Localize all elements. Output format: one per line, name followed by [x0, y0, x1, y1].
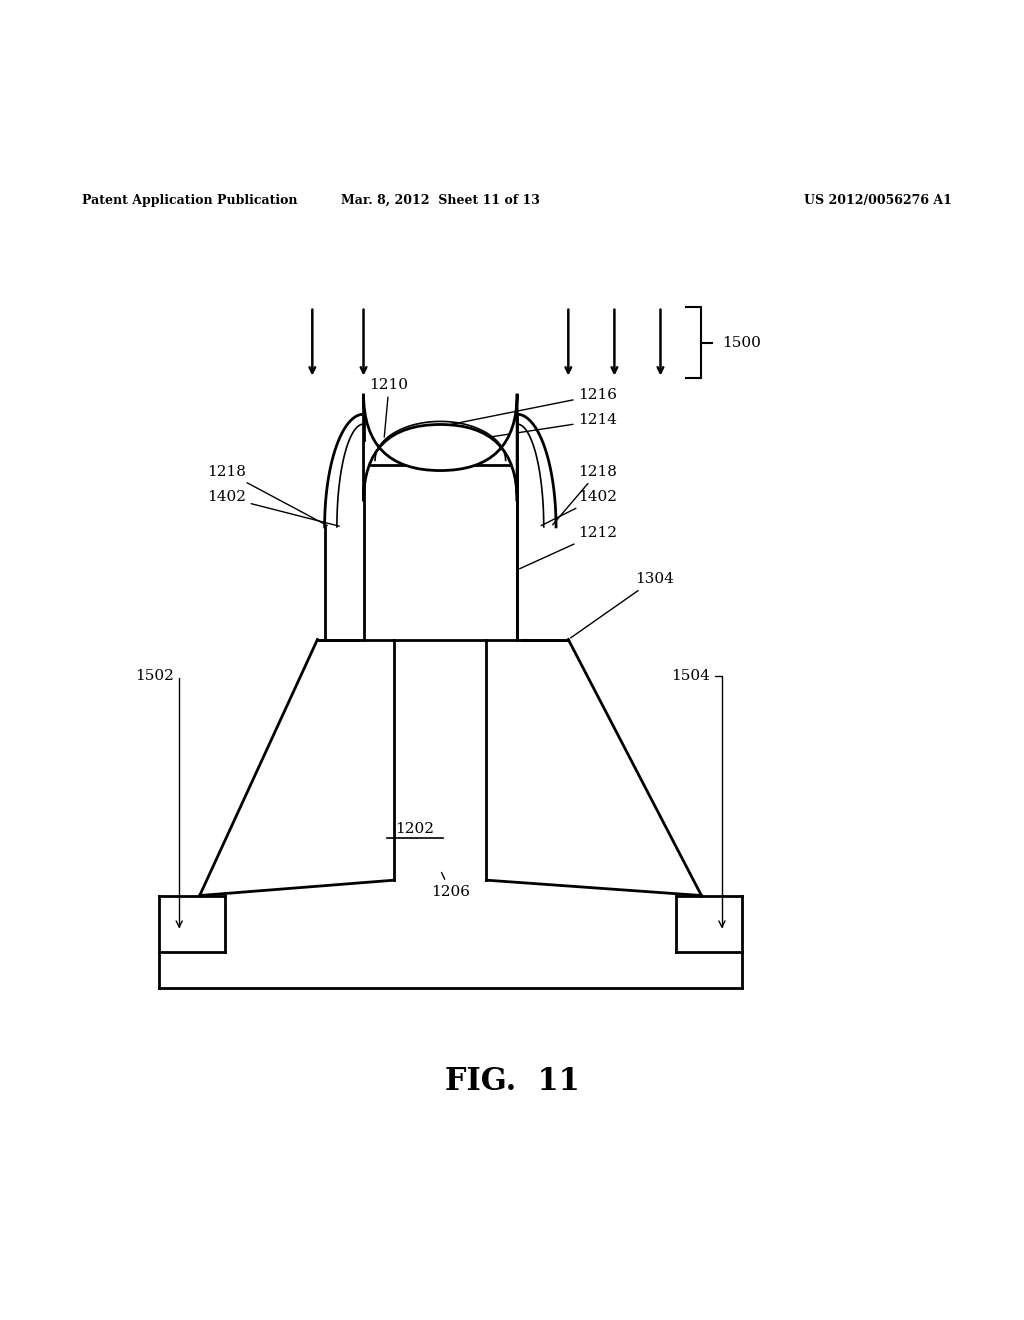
Text: 1202: 1202 [395, 822, 434, 836]
Text: 1216: 1216 [428, 388, 617, 429]
Text: US 2012/0056276 A1: US 2012/0056276 A1 [805, 194, 952, 207]
Text: 1214: 1214 [428, 413, 617, 446]
Text: 1502: 1502 [135, 669, 182, 927]
Text: 1304: 1304 [570, 572, 674, 638]
Text: 1210: 1210 [370, 378, 409, 437]
Bar [364, 466, 517, 639]
Text: 1218: 1218 [207, 465, 328, 525]
Text: Patent Application Publication: Patent Application Publication [82, 194, 297, 207]
Text: 1206: 1206 [431, 873, 470, 899]
Text: 1212: 1212 [519, 527, 617, 569]
FancyBboxPatch shape [364, 393, 517, 502]
Text: 1402: 1402 [207, 490, 339, 527]
Text: 1402: 1402 [541, 490, 617, 525]
Text: 1504: 1504 [671, 669, 725, 927]
Text: Mar. 8, 2012  Sheet 11 of 13: Mar. 8, 2012 Sheet 11 of 13 [341, 194, 540, 207]
Text: FIG.  11: FIG. 11 [444, 1067, 580, 1097]
Text: 1218: 1218 [553, 465, 617, 525]
Text: 1500: 1500 [722, 335, 761, 350]
